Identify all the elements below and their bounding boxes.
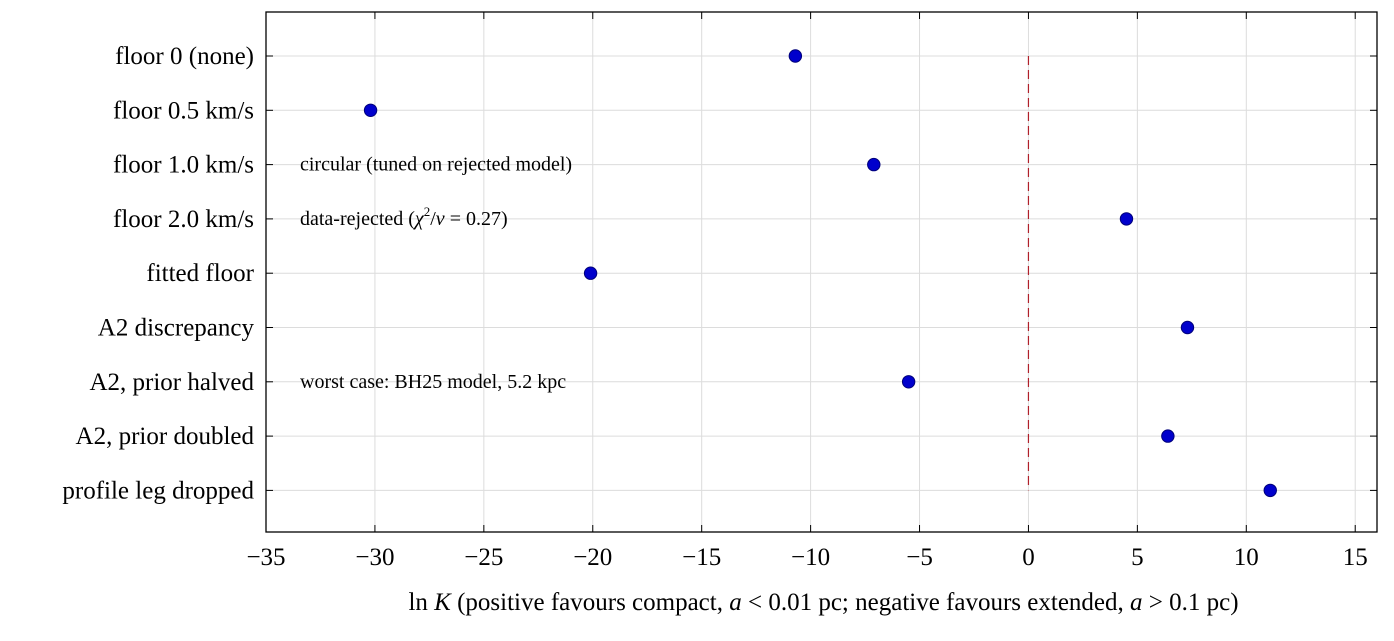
- category-label: A2, prior halved: [89, 369, 254, 396]
- category-label: A2, prior doubled: [76, 423, 255, 450]
- tick-layer: [265, 12, 1377, 532]
- x-tick-label: −30: [355, 544, 394, 571]
- category-label: A2 discrepancy: [98, 315, 255, 342]
- data-point: [583, 266, 598, 280]
- category-labels: floor 0 (none) floor 0.5 km/s floor 1.0 km…: [62, 43, 254, 504]
- annotation-circular: circular (tuned on rejected model): [300, 154, 572, 176]
- x-tick-label: −10: [791, 544, 830, 571]
- data-point: [788, 49, 803, 63]
- x-tick-label: 5: [1131, 544, 1144, 571]
- x-tick-label: 10: [1234, 544, 1259, 571]
- data-points: [363, 49, 1277, 498]
- data-point: [1161, 429, 1175, 443]
- data-point: [1263, 483, 1277, 498]
- annotations: circular (tuned on rejected model) data-…: [300, 154, 572, 393]
- x-tick-label: −35: [246, 544, 285, 571]
- x-tick-label: −5: [906, 544, 933, 571]
- category-label: floor 0 (none): [115, 43, 254, 70]
- category-label: floor 0.5 km/s: [113, 97, 254, 124]
- annotation-data-rejected: data-rejected (χ2/ν = 0.27): [300, 204, 508, 230]
- category-label: fitted floor: [146, 260, 254, 287]
- category-label: floor 1.0 km/s: [113, 152, 254, 179]
- x-axis-title: ln K (positive favours compact, a < 0.01…: [408, 589, 1238, 616]
- data-point: [363, 103, 378, 118]
- data-point: [1180, 320, 1195, 335]
- annotation-worst-case: worst case: BH25 model, 5.2 kpc: [300, 371, 566, 393]
- x-tick-label: −25: [464, 544, 503, 571]
- data-point: [901, 375, 916, 389]
- data-point: [1119, 212, 1134, 226]
- x-tick-label: −20: [573, 544, 612, 571]
- category-label: floor 2.0 km/s: [113, 206, 254, 233]
- x-tick-label: 0: [1022, 544, 1035, 571]
- x-tick-label: 15: [1343, 544, 1368, 571]
- grid-layer: [265, 12, 1377, 532]
- x-tick-label: −15: [682, 544, 721, 571]
- plot-frame: [265, 11, 1378, 533]
- x-tick-labels: −35 −30 −25 −20 −15 −10 −5 0 5 10 15: [246, 544, 1367, 571]
- data-point: [867, 157, 881, 172]
- category-label: profile leg dropped: [62, 477, 254, 504]
